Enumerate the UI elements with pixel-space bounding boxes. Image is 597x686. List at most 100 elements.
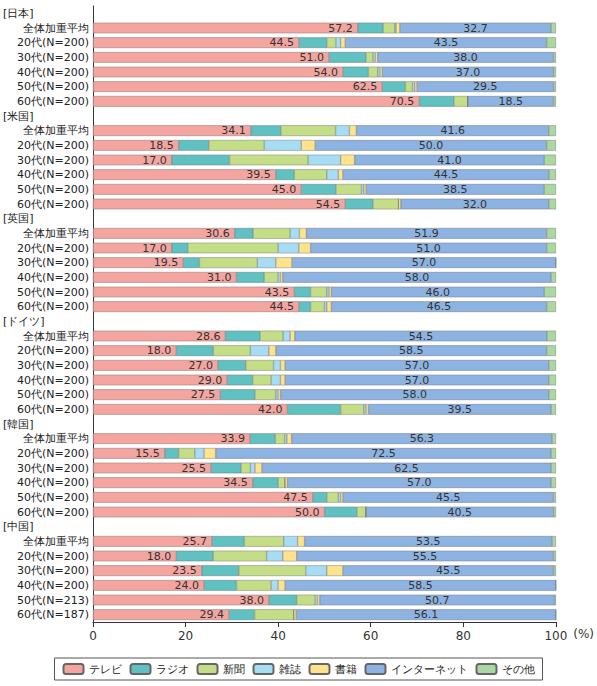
svg-text:27.5: 27.5 (191, 388, 216, 401)
svg-text:55.5: 55.5 (413, 550, 438, 563)
svg-text:40代(N=200): 40代(N=200) (17, 66, 89, 79)
svg-text:32.7: 32.7 (463, 22, 488, 35)
svg-text:20: 20 (178, 629, 193, 643)
svg-text:58.5: 58.5 (399, 344, 424, 357)
svg-text:46.0: 46.0 (426, 286, 451, 299)
svg-text:20代(N=200): 20代(N=200) (17, 242, 89, 255)
svg-text:46.5: 46.5 (427, 300, 452, 313)
svg-text:[英国]: [英国] (3, 212, 34, 225)
svg-text:20代(N=200): 20代(N=200) (17, 344, 89, 357)
svg-text:25.7: 25.7 (182, 535, 207, 548)
svg-text:その他: その他 (502, 663, 535, 676)
svg-text:30.6: 30.6 (205, 227, 230, 240)
svg-text:20代(N=200): 20代(N=200) (17, 36, 89, 49)
svg-text:60代(N=187): 60代(N=187) (17, 608, 89, 621)
svg-text:41.6: 41.6 (440, 124, 465, 137)
svg-text:57.0: 57.0 (412, 256, 437, 269)
svg-text:50代(N=200): 50代(N=200) (17, 183, 89, 196)
svg-text:新聞: 新聞 (223, 663, 245, 676)
svg-text:40代(N=200): 40代(N=200) (17, 271, 89, 284)
svg-text:[ドイツ]: [ドイツ] (3, 315, 45, 328)
svg-text:31.0: 31.0 (207, 271, 232, 284)
svg-text:54.5: 54.5 (316, 198, 341, 211)
svg-text:57.2: 57.2 (328, 22, 353, 35)
svg-text:58.0: 58.0 (402, 388, 427, 401)
svg-text:全体加重平均: 全体加重平均 (23, 330, 89, 343)
svg-text:0: 0 (89, 629, 97, 643)
svg-text:30代(N=200): 30代(N=200) (17, 256, 89, 269)
svg-text:全体加重平均: 全体加重平均 (23, 535, 89, 548)
svg-text:47.5: 47.5 (283, 491, 308, 504)
svg-text:15.5: 15.5 (135, 447, 160, 460)
svg-text:ラジオ: ラジオ (156, 663, 189, 676)
svg-text:51.0: 51.0 (416, 242, 441, 255)
svg-text:56.3: 56.3 (410, 432, 435, 445)
svg-text:43.5: 43.5 (265, 286, 290, 299)
svg-text:34.1: 34.1 (221, 124, 246, 137)
svg-text:23.5: 23.5 (172, 564, 197, 577)
svg-text:42.0: 42.0 (258, 403, 283, 416)
svg-text:全体加重平均: 全体加重平均 (23, 124, 89, 137)
svg-text:60代(N=200): 60代(N=200) (17, 506, 89, 519)
svg-text:38.0: 38.0 (453, 51, 478, 64)
svg-text:28.6: 28.6 (196, 330, 221, 343)
svg-text:58.0: 58.0 (405, 271, 430, 284)
svg-text:38.5: 38.5 (443, 183, 468, 196)
svg-text:60代(N=200): 60代(N=200) (17, 198, 89, 211)
svg-text:40代(N=200): 40代(N=200) (17, 579, 89, 592)
svg-text:20代(N=200): 20代(N=200) (17, 139, 89, 152)
svg-text:33.9: 33.9 (220, 432, 245, 445)
svg-text:57.0: 57.0 (407, 476, 432, 489)
svg-text:72.5: 72.5 (371, 447, 396, 460)
svg-text:60: 60 (363, 629, 378, 643)
svg-text:全体加重平均: 全体加重平均 (23, 432, 89, 445)
svg-text:40.5: 40.5 (448, 506, 473, 519)
svg-text:20代(N=200): 20代(N=200) (17, 447, 89, 460)
svg-text:60代(N=200): 60代(N=200) (17, 300, 89, 313)
svg-text:40: 40 (271, 629, 286, 643)
svg-text:45.0: 45.0 (272, 183, 297, 196)
svg-text:44.5: 44.5 (434, 168, 459, 181)
svg-text:70.5: 70.5 (390, 95, 415, 108)
svg-text:39.5: 39.5 (246, 168, 271, 181)
svg-text:全体加重平均: 全体加重平均 (23, 22, 89, 35)
svg-text:[日本]: [日本] (3, 7, 34, 20)
svg-text:18.5: 18.5 (499, 95, 524, 108)
svg-text:51.9: 51.9 (414, 227, 439, 240)
svg-text:インターネット: インターネット (391, 663, 468, 676)
svg-text:54.0: 54.0 (313, 66, 338, 79)
svg-text:40代(N=200): 40代(N=200) (17, 374, 89, 387)
svg-text:50.7: 50.7 (425, 594, 450, 607)
svg-text:30代(N=200): 30代(N=200) (17, 51, 89, 64)
svg-text:50代(N=213): 50代(N=213) (17, 594, 89, 607)
svg-text:[韓国]: [韓国] (3, 418, 34, 431)
svg-text:[中国]: [中国] (3, 520, 34, 533)
svg-text:20代(N=200): 20代(N=200) (17, 550, 89, 563)
svg-text:62.5: 62.5 (394, 462, 419, 475)
svg-text:書籍: 書籍 (335, 663, 357, 676)
svg-text:34.5: 34.5 (223, 476, 248, 489)
svg-text:40代(N=200): 40代(N=200) (17, 476, 89, 489)
svg-text:24.0: 24.0 (175, 579, 200, 592)
svg-text:[米国]: [米国] (3, 110, 34, 123)
svg-text:雑誌: 雑誌 (279, 663, 301, 676)
svg-text:30代(N=200): 30代(N=200) (17, 154, 89, 167)
svg-text:56.1: 56.1 (414, 608, 439, 621)
svg-text:テレビ: テレビ (89, 663, 123, 676)
svg-text:29.5: 29.5 (473, 80, 498, 93)
svg-text:50代(N=200): 50代(N=200) (17, 491, 89, 504)
svg-text:全体加重平均: 全体加重平均 (23, 227, 89, 240)
svg-text:38.0: 38.0 (239, 594, 264, 607)
svg-text:62.5: 62.5 (353, 80, 378, 93)
svg-text:19.5: 19.5 (154, 256, 179, 269)
svg-text:60代(N=200): 60代(N=200) (17, 403, 89, 416)
svg-text:(%): (%) (573, 627, 594, 641)
svg-text:50代(N=200): 50代(N=200) (17, 286, 89, 299)
svg-text:32.0: 32.0 (463, 198, 488, 211)
svg-text:45.5: 45.5 (436, 564, 461, 577)
svg-text:40代(N=200): 40代(N=200) (17, 168, 89, 181)
svg-text:43.5: 43.5 (434, 36, 459, 49)
svg-text:53.5: 53.5 (416, 535, 441, 548)
svg-text:41.0: 41.0 (437, 154, 462, 167)
svg-text:39.5: 39.5 (448, 403, 473, 416)
